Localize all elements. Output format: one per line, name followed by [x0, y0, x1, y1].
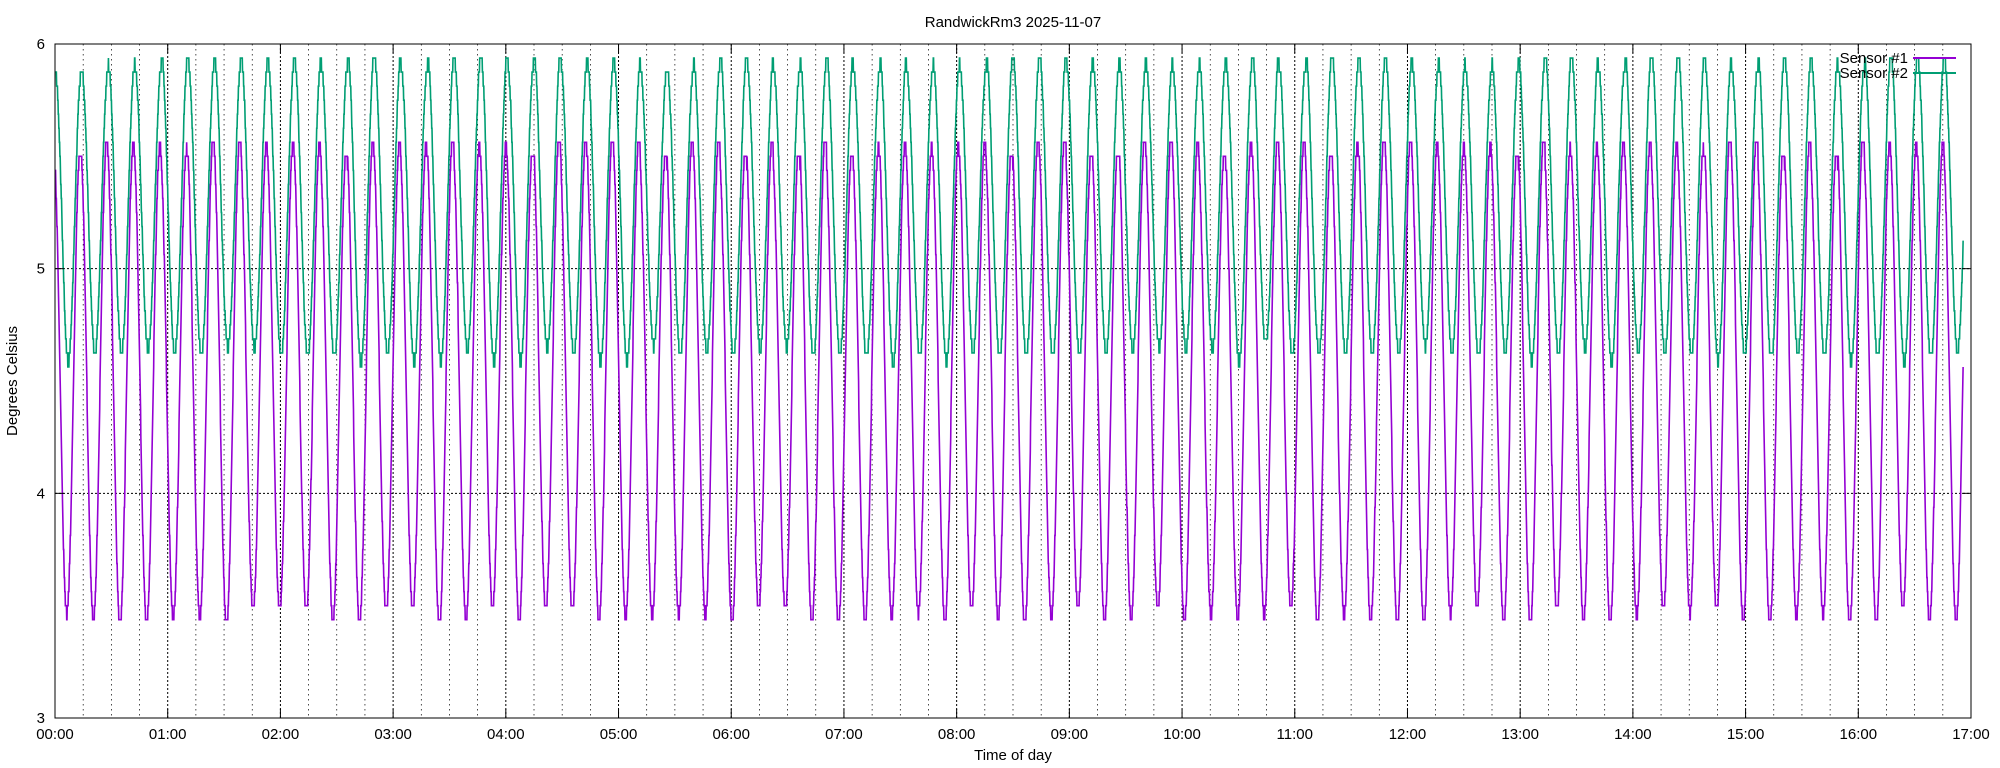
y-tick-label: 3: [37, 710, 45, 727]
x-tick-label: 16:00: [1840, 726, 1878, 743]
series-line-sensor-1: [54, 141, 1964, 621]
x-tick-label: 15:00: [1727, 726, 1765, 743]
x-tick-label: 01:00: [149, 726, 187, 743]
x-tick-label: 03:00: [374, 726, 412, 743]
y-axis-label: Degrees Celsius: [4, 326, 21, 436]
y-tick-label: 6: [37, 36, 45, 53]
chart-title: RandwickRm3 2025-11-07: [925, 14, 1101, 31]
x-tick-label: 08:00: [938, 726, 976, 743]
x-tick-label: 12:00: [1389, 726, 1427, 743]
axis-ticks: [54, 43, 1972, 719]
x-tick-label: 10:00: [1163, 726, 1201, 743]
series-lines: [54, 57, 1964, 621]
x-tick-label: 02:00: [262, 726, 300, 743]
x-tick-label: 17:00: [1952, 726, 1990, 743]
x-tick-label: 06:00: [712, 726, 750, 743]
x-tick-label: 05:00: [600, 726, 638, 743]
x-tick-label: 09:00: [1051, 726, 1089, 743]
x-tick-label: 07:00: [825, 726, 863, 743]
legend-label-sensor-1: Sensor #1: [1840, 50, 1908, 67]
legend-label-sensor-2: Sensor #2: [1840, 65, 1908, 82]
x-tick-label: 04:00: [487, 726, 525, 743]
y-tick-label: 4: [37, 485, 45, 502]
x-tick-label: 11:00: [1277, 726, 1313, 743]
y-tick-label: 5: [37, 261, 45, 278]
x-tick-label: 00:00: [36, 726, 74, 743]
series-line-sensor-2: [55, 57, 1964, 368]
plot-frame: [54, 43, 1972, 719]
x-tick-label: 14:00: [1614, 726, 1652, 743]
axis-tick-labels: 00:00 01:00 02:00 03:00 04:00 05:00 06:00 07:00…: [36, 36, 1990, 743]
x-axis-label: Time of day: [974, 747, 1052, 764]
x-tick-label: 13:00: [1501, 726, 1539, 743]
